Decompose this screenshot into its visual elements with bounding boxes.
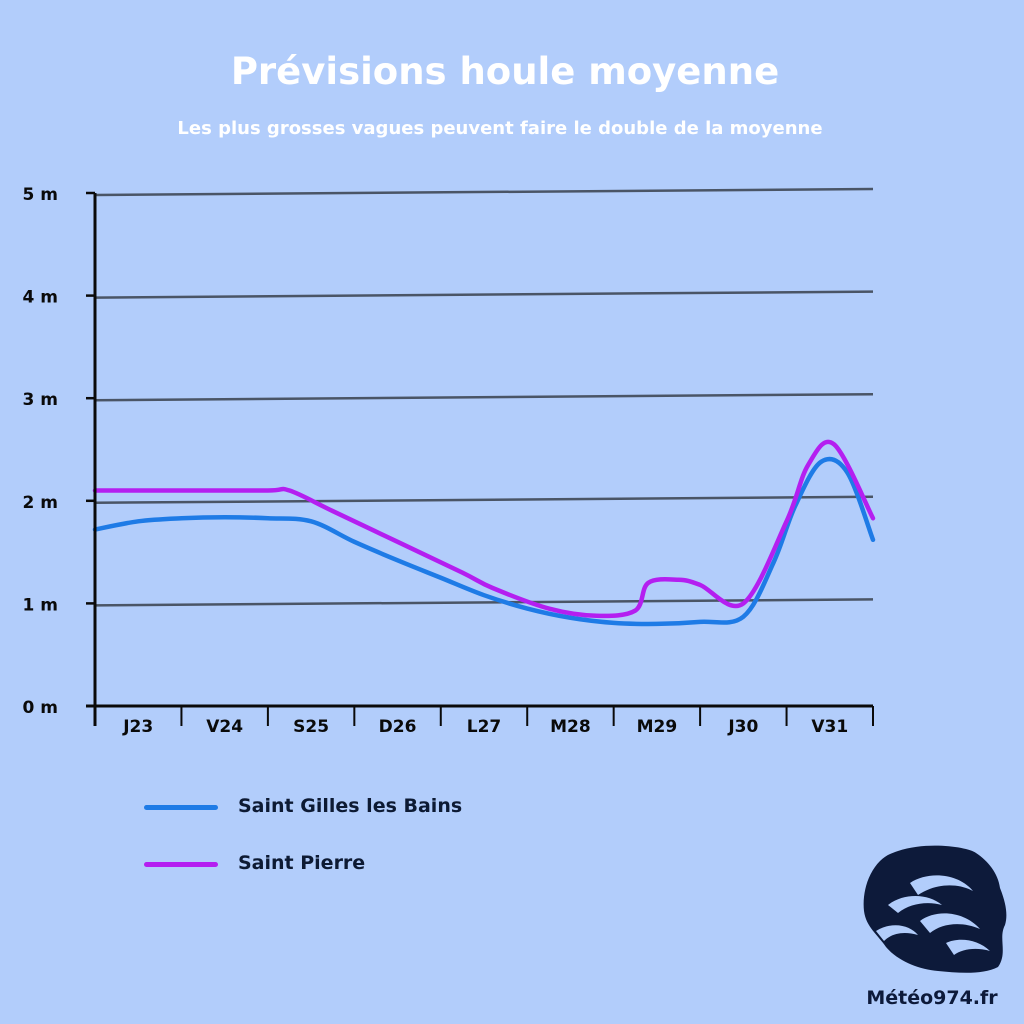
x-tick-label-s25: S25 [293, 717, 329, 737]
legend-item-saint-pierre: Saint Pierre [144, 850, 544, 880]
gridline-2 [94, 495, 874, 505]
y-tick-label-4: 4 m [23, 288, 58, 308]
meteo974-logo-icon [863, 845, 1007, 973]
x-tick-label-m28: M28 [550, 717, 591, 737]
chart-subtitle: Les plus grosses vagues peuvent faire le… [177, 118, 823, 139]
gridline-5 [94, 187, 874, 197]
gridline-3 [94, 392, 874, 402]
y-tick-label-0: 0 m [23, 698, 58, 718]
series-line-saint-gilles [92, 456, 876, 627]
chart-area: 0 m 1 m 2 m 3 m 4 m 5 m J23 V24 S25 D26 L27 M28 M29 J… [23, 185, 876, 737]
y-tick-label-2: 2 m [23, 493, 58, 513]
tick-labels: 0 m 1 m 2 m 3 m 4 m 5 m J23 V24 S25 D26 L27 M28 M29 J… [23, 185, 849, 737]
legend-swatch-saint-gilles [144, 805, 218, 810]
gridline-4 [94, 290, 874, 299]
gridline-1 [94, 598, 874, 607]
gridlines [94, 187, 874, 607]
legend-swatch-saint-pierre [144, 862, 218, 867]
series-line-saint-pierre [92, 439, 876, 619]
legend-item-saint-gilles: Saint Gilles les Bains [144, 793, 544, 823]
y-tick-label-5: 5 m [23, 185, 58, 205]
legend-label-saint-pierre: Saint Pierre [238, 852, 366, 874]
y-tick-label-1: 1 m [23, 595, 58, 615]
x-tick-label-l27: L27 [467, 717, 502, 737]
logo-text: Météo974.fr [866, 987, 998, 1009]
x-tick-label-j23: J23 [122, 717, 153, 737]
series-lines [92, 439, 876, 627]
x-tick-label-j30: J30 [727, 717, 758, 737]
legend-label-saint-gilles: Saint Gilles les Bains [238, 795, 463, 817]
axes [86, 191, 874, 726]
x-tick-label-d26: D26 [379, 717, 417, 737]
x-tick-label-v31: V31 [811, 717, 848, 737]
x-tick-label-v24: V24 [206, 717, 243, 737]
y-tick-label-3: 3 m [23, 390, 58, 410]
chart-title: Prévisions houle moyenne [230, 50, 780, 93]
x-tick-label-m29: M29 [637, 717, 678, 737]
